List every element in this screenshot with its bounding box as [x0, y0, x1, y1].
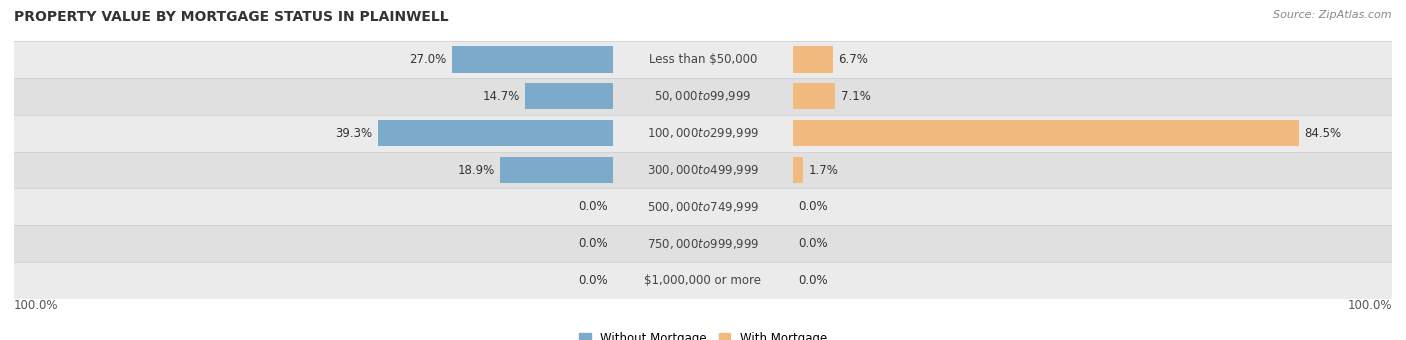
Bar — [501, 157, 613, 183]
Bar — [378, 120, 613, 147]
Text: 100.0%: 100.0% — [14, 299, 59, 312]
Text: 0.0%: 0.0% — [578, 200, 607, 214]
Text: 14.7%: 14.7% — [482, 90, 520, 103]
Bar — [793, 46, 832, 72]
Bar — [14, 78, 1392, 115]
Text: 39.3%: 39.3% — [335, 126, 373, 140]
Bar — [793, 157, 803, 183]
Text: $750,000 to $999,999: $750,000 to $999,999 — [647, 237, 759, 251]
Text: 7.1%: 7.1% — [841, 90, 870, 103]
Text: $1,000,000 or more: $1,000,000 or more — [644, 274, 762, 287]
Text: 0.0%: 0.0% — [578, 237, 607, 250]
Text: 0.0%: 0.0% — [799, 274, 828, 287]
Bar — [14, 262, 1392, 299]
Bar — [793, 120, 1299, 147]
Text: Source: ZipAtlas.com: Source: ZipAtlas.com — [1274, 10, 1392, 20]
Text: 0.0%: 0.0% — [578, 274, 607, 287]
Text: 0.0%: 0.0% — [799, 200, 828, 214]
Bar — [526, 83, 613, 109]
Text: 6.7%: 6.7% — [838, 53, 868, 66]
Bar — [14, 225, 1392, 262]
Text: 100.0%: 100.0% — [1347, 299, 1392, 312]
Bar — [14, 115, 1392, 152]
Text: 84.5%: 84.5% — [1305, 126, 1341, 140]
Text: 18.9%: 18.9% — [457, 164, 495, 176]
Legend: Without Mortgage, With Mortgage: Without Mortgage, With Mortgage — [574, 328, 832, 340]
Text: $500,000 to $749,999: $500,000 to $749,999 — [647, 200, 759, 214]
Text: $100,000 to $299,999: $100,000 to $299,999 — [647, 126, 759, 140]
Text: 1.7%: 1.7% — [808, 164, 838, 176]
Text: $50,000 to $99,999: $50,000 to $99,999 — [654, 89, 752, 103]
Bar — [14, 152, 1392, 188]
Bar — [14, 188, 1392, 225]
Bar — [14, 41, 1392, 78]
Text: 27.0%: 27.0% — [409, 53, 446, 66]
Text: 0.0%: 0.0% — [799, 237, 828, 250]
Text: Less than $50,000: Less than $50,000 — [648, 53, 758, 66]
Bar — [793, 83, 835, 109]
Text: $300,000 to $499,999: $300,000 to $499,999 — [647, 163, 759, 177]
Text: PROPERTY VALUE BY MORTGAGE STATUS IN PLAINWELL: PROPERTY VALUE BY MORTGAGE STATUS IN PLA… — [14, 10, 449, 24]
Bar — [451, 46, 613, 72]
